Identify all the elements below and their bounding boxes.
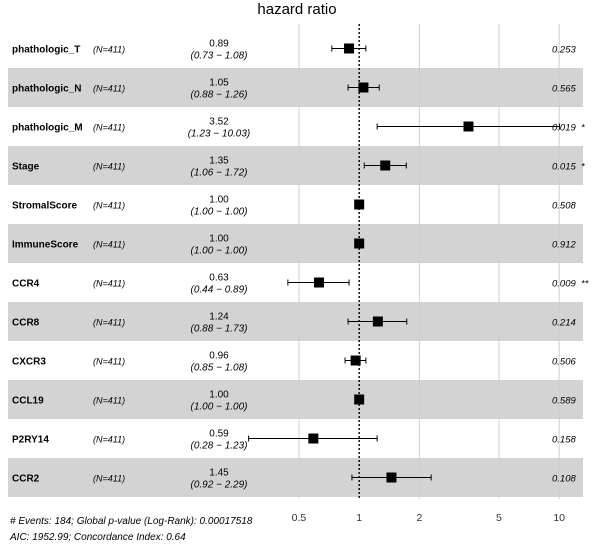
variable-label: Stage <box>12 162 40 173</box>
variable-label: CXCR3 <box>12 357 46 368</box>
significance-marker: * <box>581 162 585 173</box>
p-value: 0.158 <box>552 435 576 446</box>
ci-label: (1.06 − 1.72) <box>191 168 248 179</box>
n-label: (N=411) <box>93 201 125 211</box>
ci-label: (0.88 − 1.26) <box>191 90 248 101</box>
row-band <box>8 146 583 185</box>
hr-value: 1.35 <box>209 156 229 167</box>
p-value: 0.253 <box>552 45 576 56</box>
hr-marker <box>350 355 361 366</box>
ci-label: (0.28 − 1.23) <box>191 441 248 452</box>
x-tick-label: 2 <box>416 512 422 524</box>
hr-value: 1.00 <box>209 195 229 206</box>
x-tick-label: 0.5 <box>292 512 307 524</box>
hr-marker <box>344 43 355 54</box>
ci-label: (0.88 − 1.73) <box>191 324 248 335</box>
p-value: 0.508 <box>552 201 576 212</box>
p-value: 0.565 <box>552 84 576 95</box>
ci-label: (1.23 − 10.03) <box>188 129 251 140</box>
n-label: (N=411) <box>93 357 125 367</box>
row-band <box>8 68 583 107</box>
n-label: (N=411) <box>93 123 125 133</box>
n-label: (N=411) <box>93 435 125 445</box>
n-label: (N=411) <box>93 84 125 94</box>
ci-label: (1.00 − 1.00) <box>191 246 248 257</box>
hr-value: 0.89 <box>209 39 229 50</box>
p-value: 0.019 <box>552 123 576 134</box>
variable-label: CCR2 <box>12 474 40 485</box>
row-band <box>8 458 583 497</box>
ci-label: (0.44 − 0.89) <box>191 285 248 296</box>
hr-marker <box>386 472 397 483</box>
n-label: (N=411) <box>93 474 125 484</box>
ci-label: (0.92 − 2.29) <box>191 480 248 491</box>
hr-marker <box>380 160 391 171</box>
variable-label: P2RY14 <box>12 435 49 446</box>
hr-marker <box>308 433 319 444</box>
n-label: (N=411) <box>93 240 125 250</box>
variable-label: phathologic_T <box>12 45 80 56</box>
hr-marker <box>354 238 365 249</box>
chart-title: hazard ratio <box>257 1 337 18</box>
variable-label: phathologic_N <box>12 84 81 95</box>
ci-label: (0.73 − 1.08) <box>191 51 248 62</box>
variable-label: CCL19 <box>12 396 44 407</box>
variable-label: CCR4 <box>12 279 40 290</box>
significance-marker: * <box>581 123 585 134</box>
x-tick-label: 10 <box>553 512 565 524</box>
hr-marker <box>354 199 365 210</box>
hr-value: 1.24 <box>209 312 229 323</box>
hr-value: 3.52 <box>209 117 229 128</box>
p-value: 0.506 <box>552 357 576 368</box>
row-band <box>8 380 583 419</box>
variable-label: StromalScore <box>12 201 77 212</box>
p-value: 0.108 <box>552 474 576 485</box>
n-label: (N=411) <box>93 279 125 289</box>
variable-label: CCR8 <box>12 318 40 329</box>
variable-label: ImmuneScore <box>12 240 79 251</box>
ci-label: (1.00 − 1.00) <box>191 402 248 413</box>
row-band <box>8 302 583 341</box>
n-label: (N=411) <box>93 45 125 55</box>
hr-marker <box>372 316 383 327</box>
n-label: (N=411) <box>93 162 125 172</box>
hr-marker <box>463 121 474 132</box>
n-label: (N=411) <box>93 396 125 406</box>
hr-value: 0.63 <box>209 273 229 284</box>
ci-label: (1.00 − 1.00) <box>191 207 248 218</box>
hr-value: 0.59 <box>209 429 229 440</box>
p-value: 0.589 <box>552 396 576 407</box>
hr-value: 1.45 <box>209 468 229 479</box>
p-value: 0.009 <box>552 279 576 290</box>
p-value: 0.015 <box>552 162 576 173</box>
p-value: 0.912 <box>552 240 576 251</box>
footer-events: # Events: 184; Global p-value (Log-Rank)… <box>10 516 253 527</box>
ci-label: (0.85 − 1.08) <box>191 363 248 374</box>
x-tick-label: 1 <box>356 512 362 524</box>
hr-value: 1.00 <box>209 390 229 401</box>
hr-marker <box>354 394 365 405</box>
significance-marker: ** <box>581 279 589 290</box>
hr-marker <box>358 82 369 93</box>
row-band <box>8 224 583 263</box>
x-tick-label: 5 <box>496 512 502 524</box>
n-label: (N=411) <box>93 318 125 328</box>
footer-aic: AIC: 1952.99; Concordance Index: 0.64 <box>10 532 186 543</box>
variable-label: phathologic_M <box>12 123 83 134</box>
hr-value: 0.96 <box>209 351 229 362</box>
hr-marker <box>314 277 325 288</box>
hr-value: 1.05 <box>209 78 229 89</box>
p-value: 0.214 <box>552 318 576 329</box>
hr-value: 1.00 <box>209 234 229 245</box>
